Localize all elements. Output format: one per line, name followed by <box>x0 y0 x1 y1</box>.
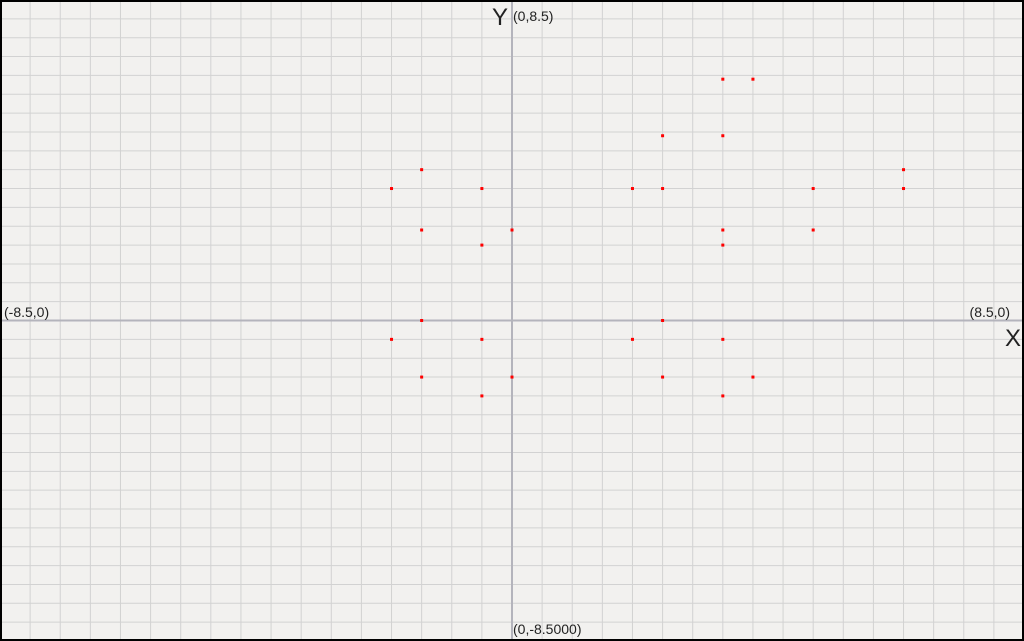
point <box>902 168 906 172</box>
point <box>390 187 394 191</box>
point <box>480 394 484 398</box>
annotation: (8.5,0) <box>970 304 1010 320</box>
point <box>751 77 755 81</box>
annotation: (0,8.5) <box>513 8 553 24</box>
point <box>420 319 424 322</box>
point <box>661 187 665 191</box>
point <box>480 243 484 247</box>
point <box>661 134 665 138</box>
point <box>420 375 424 379</box>
point <box>661 319 665 322</box>
point <box>480 187 484 191</box>
point <box>721 394 725 398</box>
point <box>630 337 634 341</box>
point <box>420 228 424 232</box>
point <box>721 134 725 138</box>
point <box>902 187 906 191</box>
point <box>510 375 514 379</box>
point <box>390 337 394 341</box>
point <box>661 375 665 379</box>
point <box>510 228 514 232</box>
x-axis-label: X <box>1005 325 1021 352</box>
point <box>721 228 725 232</box>
points <box>390 77 906 398</box>
point <box>811 228 815 232</box>
point <box>721 77 725 81</box>
annotation: (-8.5,0) <box>4 304 49 320</box>
point <box>721 337 725 341</box>
y-axis-label: Y <box>492 4 508 31</box>
point <box>721 243 725 247</box>
point <box>751 375 755 379</box>
point <box>811 187 815 191</box>
point <box>630 187 634 191</box>
annotation: (0,-8.5000) <box>513 621 581 637</box>
point <box>420 168 424 172</box>
point <box>480 337 484 341</box>
